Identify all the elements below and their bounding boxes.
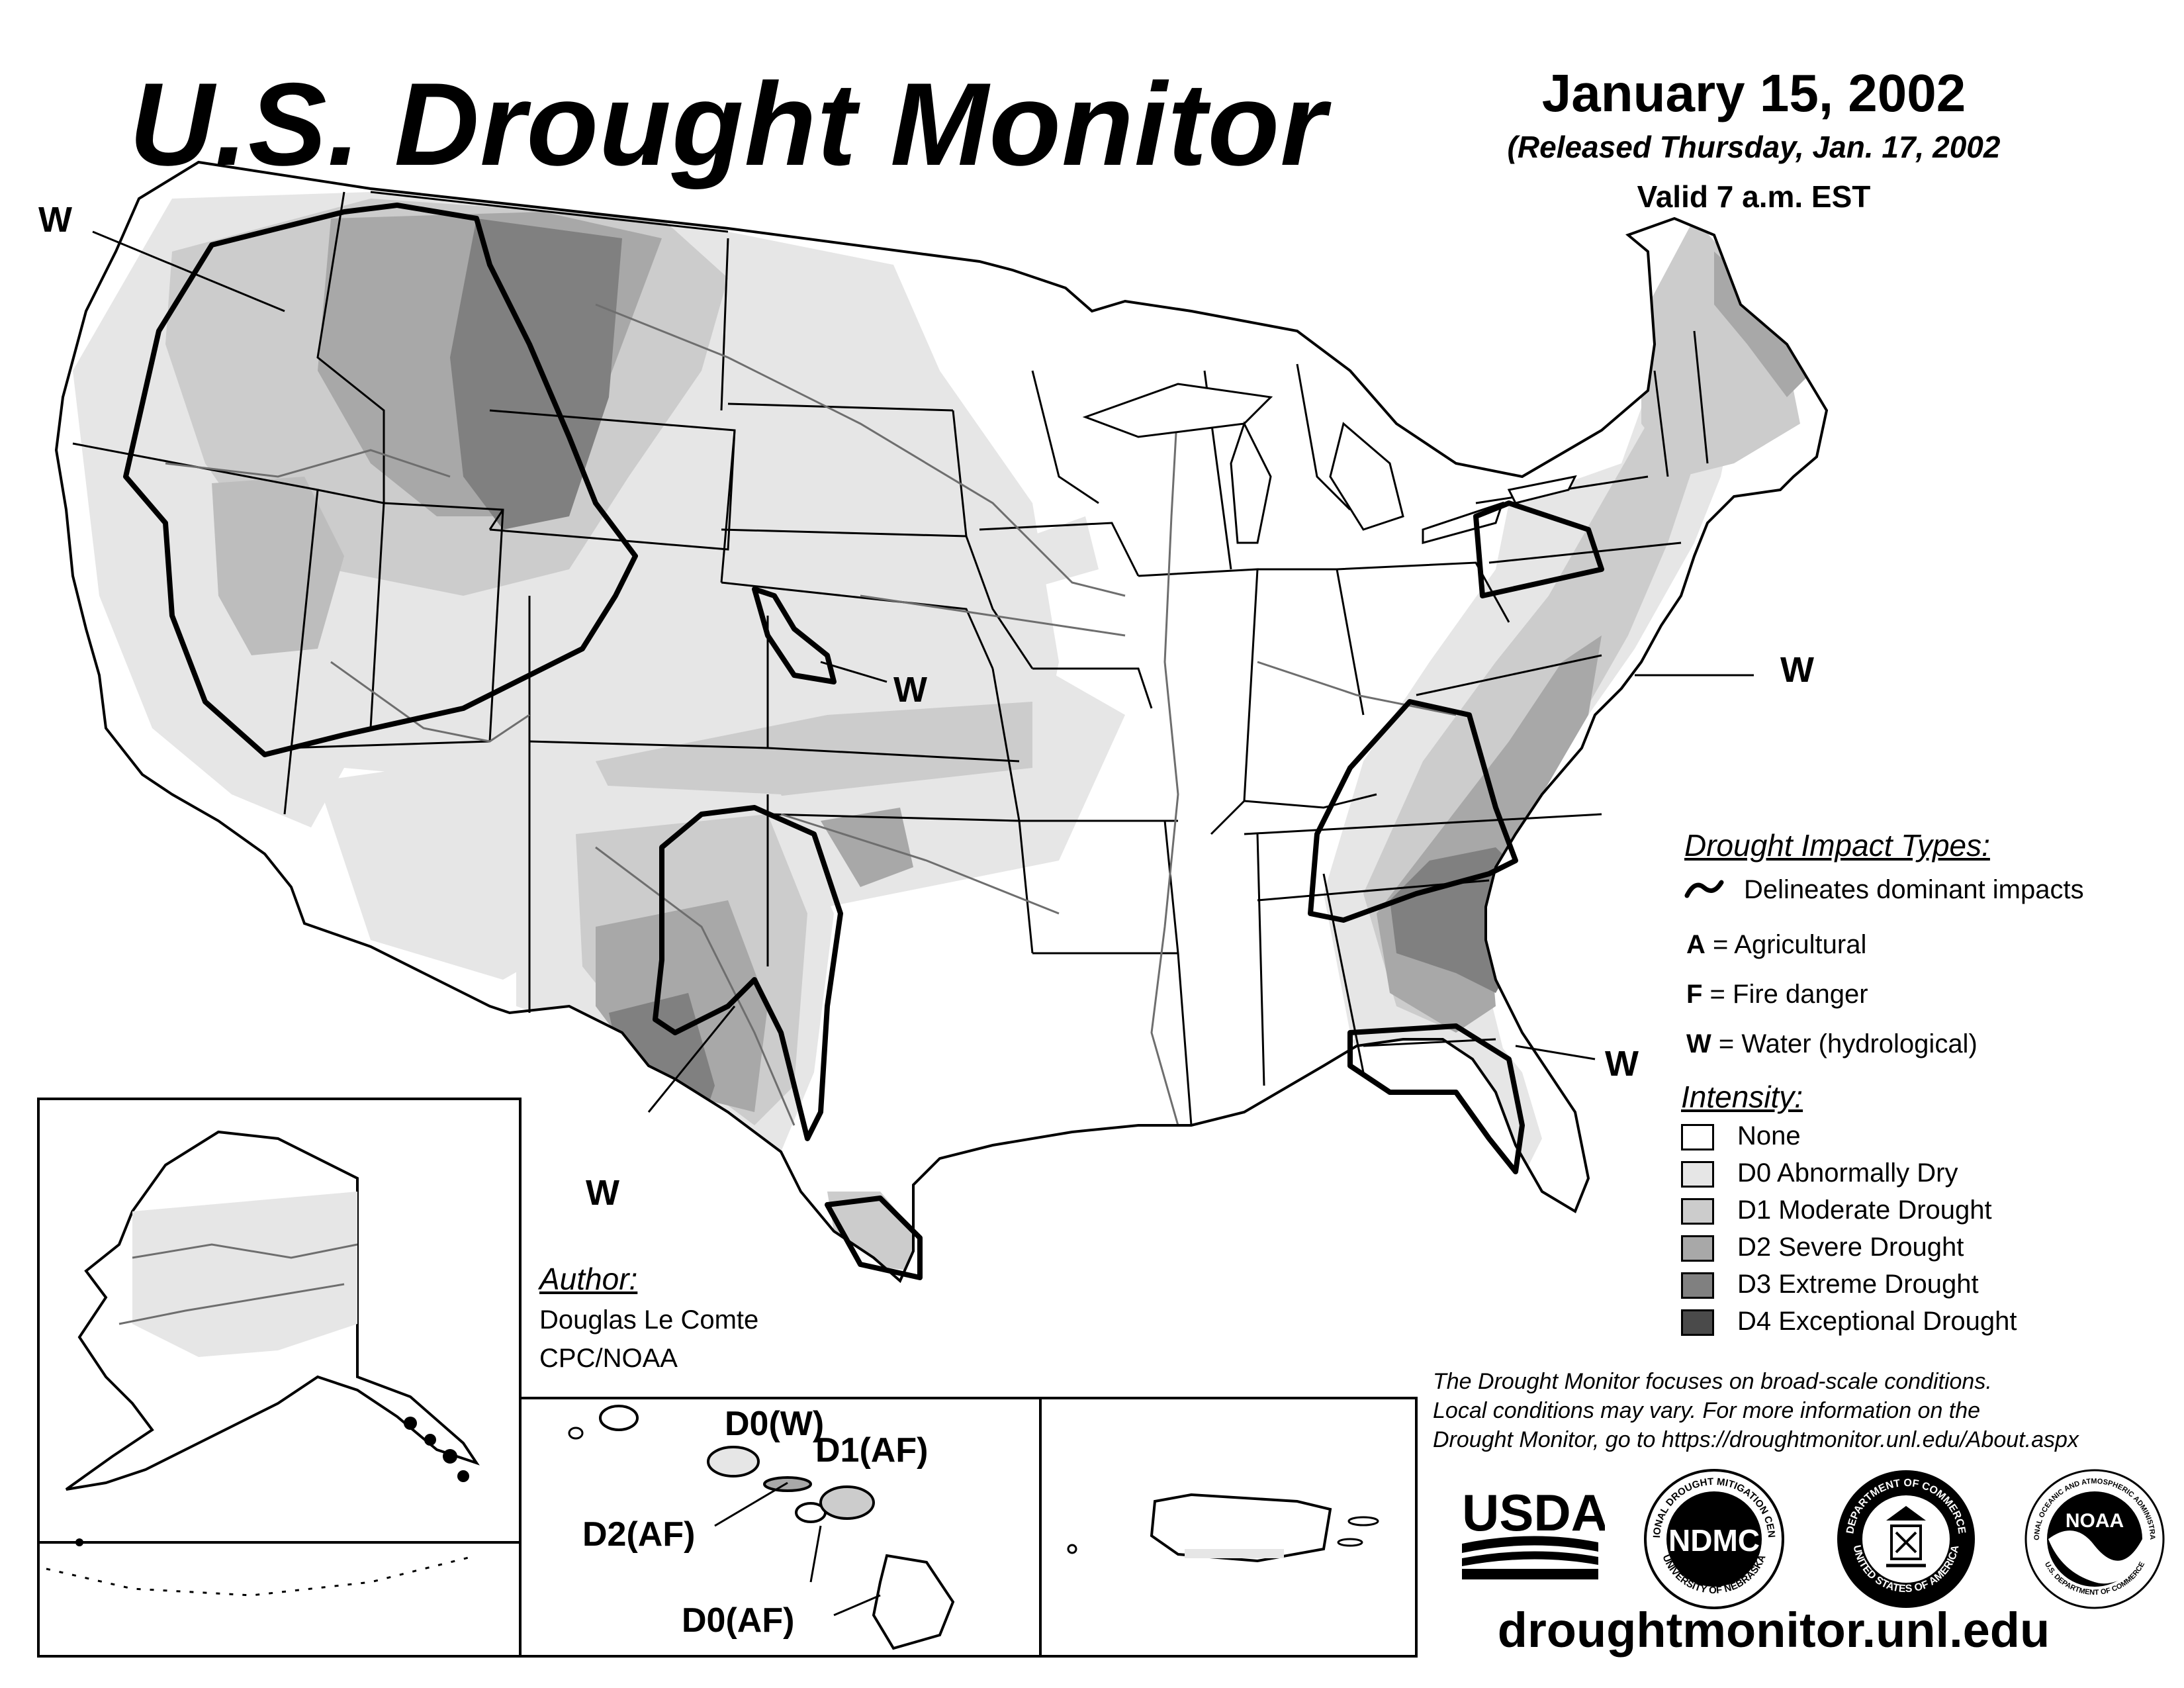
rivers	[165, 303, 1457, 1126]
usda-logo: USDA	[1462, 1483, 1605, 1579]
impact-label-w: W	[893, 670, 927, 710]
impact-type-code: F	[1686, 980, 1703, 1009]
impact-label-w: W	[38, 200, 72, 240]
impact-boundary-northeast	[1473, 500, 1604, 598]
alaska-inset-frame	[37, 1098, 522, 1658]
hawaii-label: D0(AF)	[682, 1601, 794, 1640]
impact-type-item: W = Water (hydrological)	[1686, 1029, 1978, 1059]
delineation-line-icon	[1684, 880, 1724, 898]
usda-logo-text: USDA	[1462, 1483, 1605, 1542]
impact-legend-delineates: Delineates dominant impacts	[1744, 875, 2084, 904]
impact-boundary-texas	[653, 805, 843, 1141]
hawaii-label: D0(W)	[725, 1405, 824, 1443]
intensity-swatch	[1681, 1124, 1714, 1150]
release-date: (Released Thursday, Jan. 17, 2002	[1507, 130, 2001, 164]
impact-boundary-texas-coast	[825, 1196, 923, 1280]
region-d1-newengland	[1641, 218, 1800, 477]
impact-type-code: A	[1686, 930, 1706, 959]
intensity-label: D1 Moderate Drought	[1737, 1196, 1992, 1225]
valid-time: Valid 7 a.m. EST	[1637, 179, 1871, 214]
region-d1-kansas	[596, 702, 1032, 814]
disclaimer-line: The Drought Monitor focuses on broad-sca…	[1433, 1369, 1992, 1394]
disclaimer-note: The Drought Monitor focuses on broad-sca…	[1433, 1367, 2184, 1454]
alaska-map	[46, 1130, 480, 1597]
page-title: U.S. Drought Monitor	[129, 58, 1327, 190]
intensity-swatch	[1681, 1272, 1714, 1299]
puerto-rico-inset-frame	[1039, 1397, 1418, 1658]
author-name: Douglas Le Comte	[539, 1305, 759, 1335]
intensity-label: D0 Abnormally Dry	[1737, 1158, 1958, 1188]
impact-boundary-southeast	[1308, 699, 1518, 923]
intensity-swatch	[1681, 1235, 1714, 1262]
intensity-swatch	[1681, 1309, 1714, 1336]
impact-type-sep: =	[1711, 1029, 1742, 1058]
ndmc-logo-text: NDMC	[1668, 1523, 1760, 1558]
impact-boundary-kansas	[752, 586, 837, 684]
doc-seal-logo: DEPARTMENT OF COMMERCE UNITED STATES OF …	[1837, 1470, 1975, 1608]
puerto-rico-map	[1067, 1493, 1379, 1563]
impact-type-item: A = Agricultural	[1686, 930, 1866, 960]
disclaimer-line: Local conditions may vary. For more info…	[1433, 1398, 1981, 1423]
inset-frames	[37, 1098, 1418, 1658]
impact-legend-heading: Drought Impact Types:	[1684, 828, 1990, 863]
region-d2-oklahoma	[821, 808, 913, 887]
region-d1-nevada	[212, 477, 344, 655]
hawaii-map: D0(W) D1(AF) D2(AF) D0(AF)	[568, 1405, 955, 1650]
us-outline	[54, 160, 1829, 1284]
noaa-logo-text: NOAA	[2066, 1510, 2124, 1532]
map-date: January 15, 2002	[1541, 64, 1966, 122]
impact-type-label: Fire danger	[1733, 980, 1868, 1009]
impact-type-sep: =	[1705, 930, 1735, 959]
great-lakes	[1082, 383, 1577, 544]
intensity-legend-heading: Intensity:	[1681, 1080, 1803, 1114]
author-org: CPC/NOAA	[539, 1344, 678, 1373]
impact-type-label: Water (hydrological)	[1741, 1029, 1978, 1058]
hawaii-label: D2(AF)	[582, 1515, 695, 1554]
impact-boundary-west	[123, 203, 638, 757]
author-heading: Author:	[539, 1262, 638, 1296]
noaa-logo: NATIONAL OCEANIC AND ATMOSPHERIC ADMINIS…	[2022, 1466, 2165, 1609]
impact-boundary-florida	[1347, 1023, 1525, 1174]
intensity-label: D2 Severe Drought	[1737, 1233, 1964, 1262]
impact-boundaries	[123, 203, 1604, 1280]
intensity-label: D3 Extreme Drought	[1737, 1270, 1979, 1299]
ndmc-logo: NATIONAL DROUGHT MITIGATION CENTER UNIVE…	[1641, 1466, 1784, 1609]
impact-label-w: W	[1780, 650, 1814, 690]
intensity-swatch	[1681, 1198, 1714, 1225]
impact-type-code: W	[1686, 1029, 1711, 1058]
impact-label-w: W	[1605, 1044, 1639, 1084]
impact-type-item: F = Fire danger	[1686, 980, 1868, 1009]
region-d3-montana	[450, 218, 622, 530]
label-leaders	[92, 230, 1754, 1113]
intensity-swatch	[1681, 1161, 1714, 1188]
website-url[interactable]: droughtmonitor.unl.edu	[1497, 1603, 2050, 1658]
impact-type-sep: =	[1702, 980, 1733, 1009]
intensity-label: D4 Exceptional Drought	[1737, 1307, 2017, 1336]
impact-labels: W W W W W	[38, 200, 1814, 1213]
impact-label-w: W	[586, 1173, 619, 1213]
disclaimer-line: Drought Monitor, go to https://droughtmo…	[1433, 1427, 2079, 1452]
state-boundaries	[72, 191, 1709, 1126]
intensity-label: None	[1737, 1121, 1801, 1150]
hawaii-label: D1(AF)	[815, 1431, 928, 1470]
impact-type-label: Agricultural	[1734, 930, 1867, 959]
